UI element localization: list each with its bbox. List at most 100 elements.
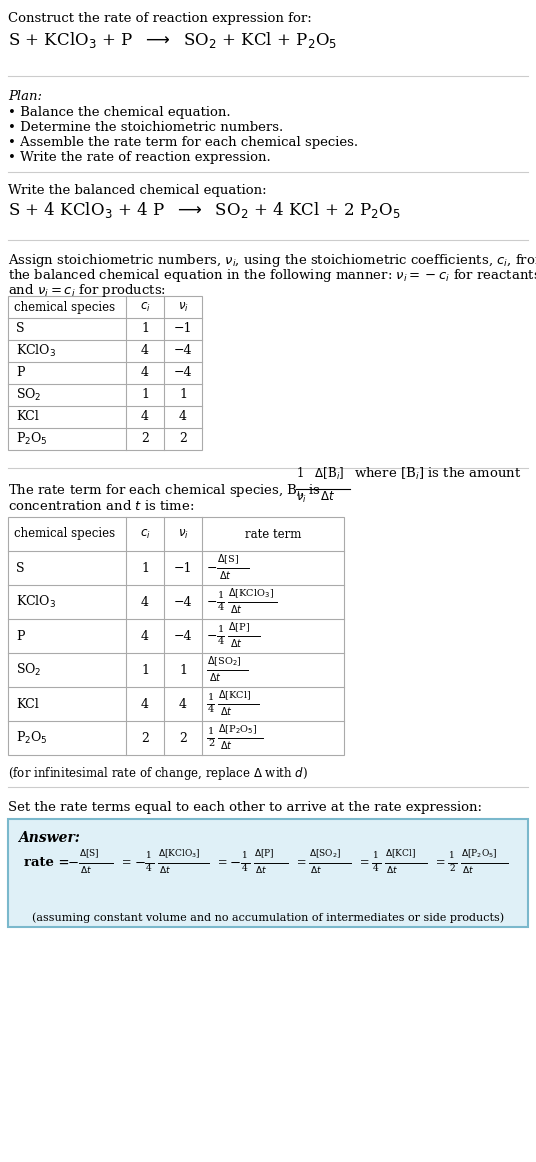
- Text: concentration and $t$ is time:: concentration and $t$ is time:: [8, 498, 195, 512]
- Text: $\Delta t$: $\Delta t$: [209, 670, 222, 683]
- Text: • Assemble the rate term for each chemical species.: • Assemble the rate term for each chemic…: [8, 136, 358, 149]
- Bar: [8, 819, 528, 927]
- Text: SO$_2$: SO$_2$: [16, 662, 42, 679]
- Text: −1: −1: [174, 323, 192, 336]
- Text: $\Delta$[KClO$_3$]: $\Delta$[KClO$_3$]: [228, 587, 273, 600]
- Text: $\Delta$[P]: $\Delta$[P]: [254, 847, 274, 860]
- Text: 4: 4: [141, 595, 149, 609]
- Text: $\nu_i$: $\nu_i$: [177, 301, 189, 314]
- Text: 4: 4: [141, 410, 149, 423]
- Text: where [B$_i$] is the amount: where [B$_i$] is the amount: [354, 466, 521, 482]
- Text: Construct the rate of reaction expression for:: Construct the rate of reaction expressio…: [8, 12, 312, 26]
- Text: $\Delta$[KClO$_3$]: $\Delta$[KClO$_3$]: [158, 847, 201, 860]
- Text: $\Delta$[S]: $\Delta$[S]: [217, 553, 239, 566]
- Text: KClO$_3$: KClO$_3$: [16, 594, 56, 610]
- Text: −: −: [207, 561, 218, 574]
- Text: S: S: [16, 323, 25, 336]
- Text: $\Delta$[SO$_2$]: $\Delta$[SO$_2$]: [309, 847, 341, 860]
- Text: P$_2$O$_5$: P$_2$O$_5$: [16, 431, 48, 447]
- Text: P$_2$O$_5$: P$_2$O$_5$: [16, 730, 48, 746]
- Text: 4: 4: [242, 865, 247, 873]
- Text: −1: −1: [174, 561, 192, 574]
- Text: 1: 1: [450, 851, 455, 860]
- Text: $\Delta$[P]: $\Delta$[P]: [228, 621, 249, 634]
- Text: 1: 1: [141, 561, 149, 574]
- Text: $\Delta t$: $\Delta t$: [220, 739, 232, 751]
- Text: 2: 2: [141, 432, 149, 445]
- Text: (assuming constant volume and no accumulation of intermediates or side products): (assuming constant volume and no accumul…: [32, 912, 504, 923]
- Text: 1: 1: [179, 388, 187, 402]
- Text: $\Delta t$: $\Delta t$: [229, 637, 242, 650]
- Text: 4: 4: [179, 410, 187, 423]
- Text: 1: 1: [208, 727, 214, 736]
- Text: 2: 2: [208, 739, 214, 748]
- Text: $\nu_i$    $\Delta t$: $\nu_i$ $\Delta t$: [296, 490, 335, 505]
- Text: −: −: [134, 856, 145, 869]
- Text: $\Delta t$: $\Delta t$: [219, 569, 232, 581]
- Text: 4: 4: [218, 603, 224, 612]
- Text: $\Delta$[P$_2$O$_5$]: $\Delta$[P$_2$O$_5$]: [461, 847, 498, 860]
- Text: chemical species: chemical species: [14, 301, 115, 314]
- Text: 4: 4: [373, 865, 379, 873]
- Text: chemical species: chemical species: [14, 528, 115, 540]
- Text: =: =: [356, 856, 374, 869]
- Text: 2: 2: [179, 432, 187, 445]
- Text: 1: 1: [141, 664, 149, 676]
- Text: 4: 4: [141, 344, 149, 358]
- Text: $\Delta$[S]: $\Delta$[S]: [79, 847, 100, 860]
- Text: S + 4 KClO$_3$ + 4 P  $\longrightarrow$  SO$_2$ + 4 KCl + 2 P$_2$O$_5$: S + 4 KClO$_3$ + 4 P $\longrightarrow$ S…: [8, 200, 400, 220]
- Text: =: =: [214, 856, 231, 869]
- Text: and $\nu_i = c_i$ for products:: and $\nu_i = c_i$ for products:: [8, 282, 166, 299]
- Text: 4: 4: [208, 705, 214, 713]
- Text: 4: 4: [218, 637, 224, 646]
- Text: Set the rate terms equal to each other to arrive at the rate expression:: Set the rate terms equal to each other t…: [8, 801, 482, 815]
- Text: rate =: rate =: [24, 856, 74, 869]
- Text: 2: 2: [141, 732, 149, 745]
- Text: 4: 4: [141, 366, 149, 380]
- Text: 1: 1: [208, 693, 214, 702]
- Text: $\Delta t$: $\Delta t$: [463, 865, 474, 875]
- Text: $c_i$: $c_i$: [140, 301, 151, 314]
- Text: KClO$_3$: KClO$_3$: [16, 343, 56, 359]
- Text: 2: 2: [179, 732, 187, 745]
- Text: 4: 4: [179, 697, 187, 710]
- Text: 1: 1: [218, 591, 224, 600]
- Text: rate term: rate term: [245, 528, 301, 540]
- Text: (for infinitesimal rate of change, replace $\Delta$ with $d$): (for infinitesimal rate of change, repla…: [8, 765, 308, 782]
- Text: $\nu_i$: $\nu_i$: [177, 528, 189, 540]
- Text: 1: 1: [141, 388, 149, 402]
- Text: P: P: [16, 630, 25, 643]
- Text: 1: 1: [179, 664, 187, 676]
- Text: $\Delta$[SO$_2$]: $\Delta$[SO$_2$]: [207, 654, 242, 668]
- Text: $\Delta t$: $\Delta t$: [255, 865, 266, 875]
- Text: $\Delta$[KCl]: $\Delta$[KCl]: [385, 847, 416, 860]
- Text: S + KClO$_3$ + P  $\longrightarrow$  SO$_2$ + KCl + P$_2$O$_5$: S + KClO$_3$ + P $\longrightarrow$ SO$_2…: [8, 30, 337, 50]
- Text: 4: 4: [141, 630, 149, 643]
- Text: −4: −4: [174, 595, 192, 609]
- Text: P: P: [16, 366, 25, 380]
- Text: −: −: [68, 856, 79, 869]
- Text: $\Delta t$: $\Delta t$: [229, 603, 242, 615]
- Text: Write the balanced chemical equation:: Write the balanced chemical equation:: [8, 184, 266, 198]
- Text: $\Delta t$: $\Delta t$: [220, 705, 232, 717]
- Text: =: =: [118, 856, 136, 869]
- Text: −: −: [207, 630, 218, 643]
- Text: Plan:: Plan:: [8, 89, 42, 103]
- Text: Assign stoichiometric numbers, $\nu_i$, using the stoichiometric coefficients, $: Assign stoichiometric numbers, $\nu_i$, …: [8, 252, 536, 268]
- Text: =: =: [433, 856, 450, 869]
- Text: Answer:: Answer:: [18, 831, 80, 845]
- Text: SO$_2$: SO$_2$: [16, 387, 42, 403]
- Text: 4: 4: [146, 865, 152, 873]
- Text: The rate term for each chemical species, B$_i$, is: The rate term for each chemical species,…: [8, 482, 321, 498]
- Bar: [8, 517, 344, 755]
- Text: =: =: [293, 856, 310, 869]
- Bar: [8, 296, 202, 450]
- Text: 1: 1: [146, 851, 152, 860]
- Text: $\Delta t$: $\Delta t$: [310, 865, 322, 875]
- Text: $\Delta t$: $\Delta t$: [159, 865, 171, 875]
- Text: the balanced chemical equation in the following manner: $\nu_i = -c_i$ for react: the balanced chemical equation in the fo…: [8, 267, 536, 284]
- Text: 4: 4: [141, 697, 149, 710]
- Text: • Determine the stoichiometric numbers.: • Determine the stoichiometric numbers.: [8, 121, 283, 134]
- Text: 1: 1: [242, 851, 247, 860]
- Text: −: −: [207, 595, 218, 609]
